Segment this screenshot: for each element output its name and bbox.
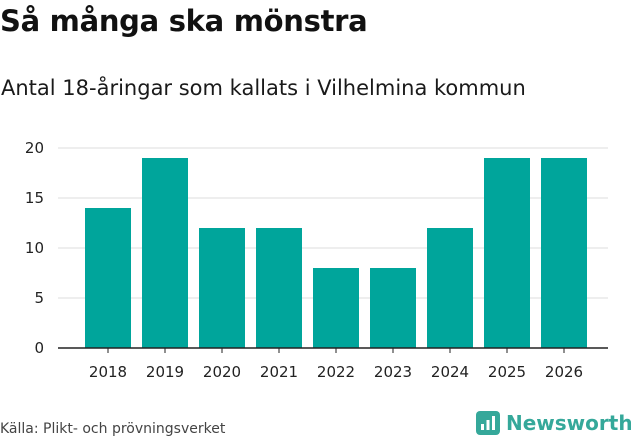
x-tick-label: 2019 xyxy=(146,363,184,381)
x-tick-label: 2020 xyxy=(203,363,241,381)
bar xyxy=(541,158,587,348)
bar xyxy=(199,228,245,348)
x-tick-label: 2026 xyxy=(545,363,583,381)
x-tick-label: 2023 xyxy=(374,363,412,381)
y-tick-label: 0 xyxy=(34,339,44,357)
chart-title: Så många ska mönstra xyxy=(0,4,368,38)
x-tick-label: 2024 xyxy=(431,363,469,381)
x-tick-label: 2021 xyxy=(260,363,298,381)
bar xyxy=(427,228,473,348)
bar xyxy=(256,228,302,348)
bar-chart-icon xyxy=(476,411,500,435)
y-tick-label: 20 xyxy=(25,139,44,157)
bar xyxy=(370,268,416,348)
x-tick-label: 2025 xyxy=(488,363,526,381)
brand-name: Newsworthy xyxy=(506,411,631,435)
brand-logo: Newsworthy xyxy=(476,408,631,438)
y-tick-label: 10 xyxy=(25,239,44,257)
bar xyxy=(484,158,530,348)
bar xyxy=(85,208,131,348)
bar xyxy=(142,158,188,348)
chart-subtitle: Antal 18-åringar som kallats i Vilhelmin… xyxy=(1,76,526,100)
x-tick-label: 2018 xyxy=(89,363,127,381)
x-tick-label: 2022 xyxy=(317,363,355,381)
source-note: Källa: Plikt- och prövningsverket xyxy=(0,421,226,437)
y-tick-label: 5 xyxy=(34,289,44,307)
bar-chart: 0 5 10 15 20 2018 2019 2020 2021 2022 2023 2024 2025… xyxy=(25,139,608,381)
y-tick-label: 15 xyxy=(25,189,44,207)
bar xyxy=(313,268,359,348)
